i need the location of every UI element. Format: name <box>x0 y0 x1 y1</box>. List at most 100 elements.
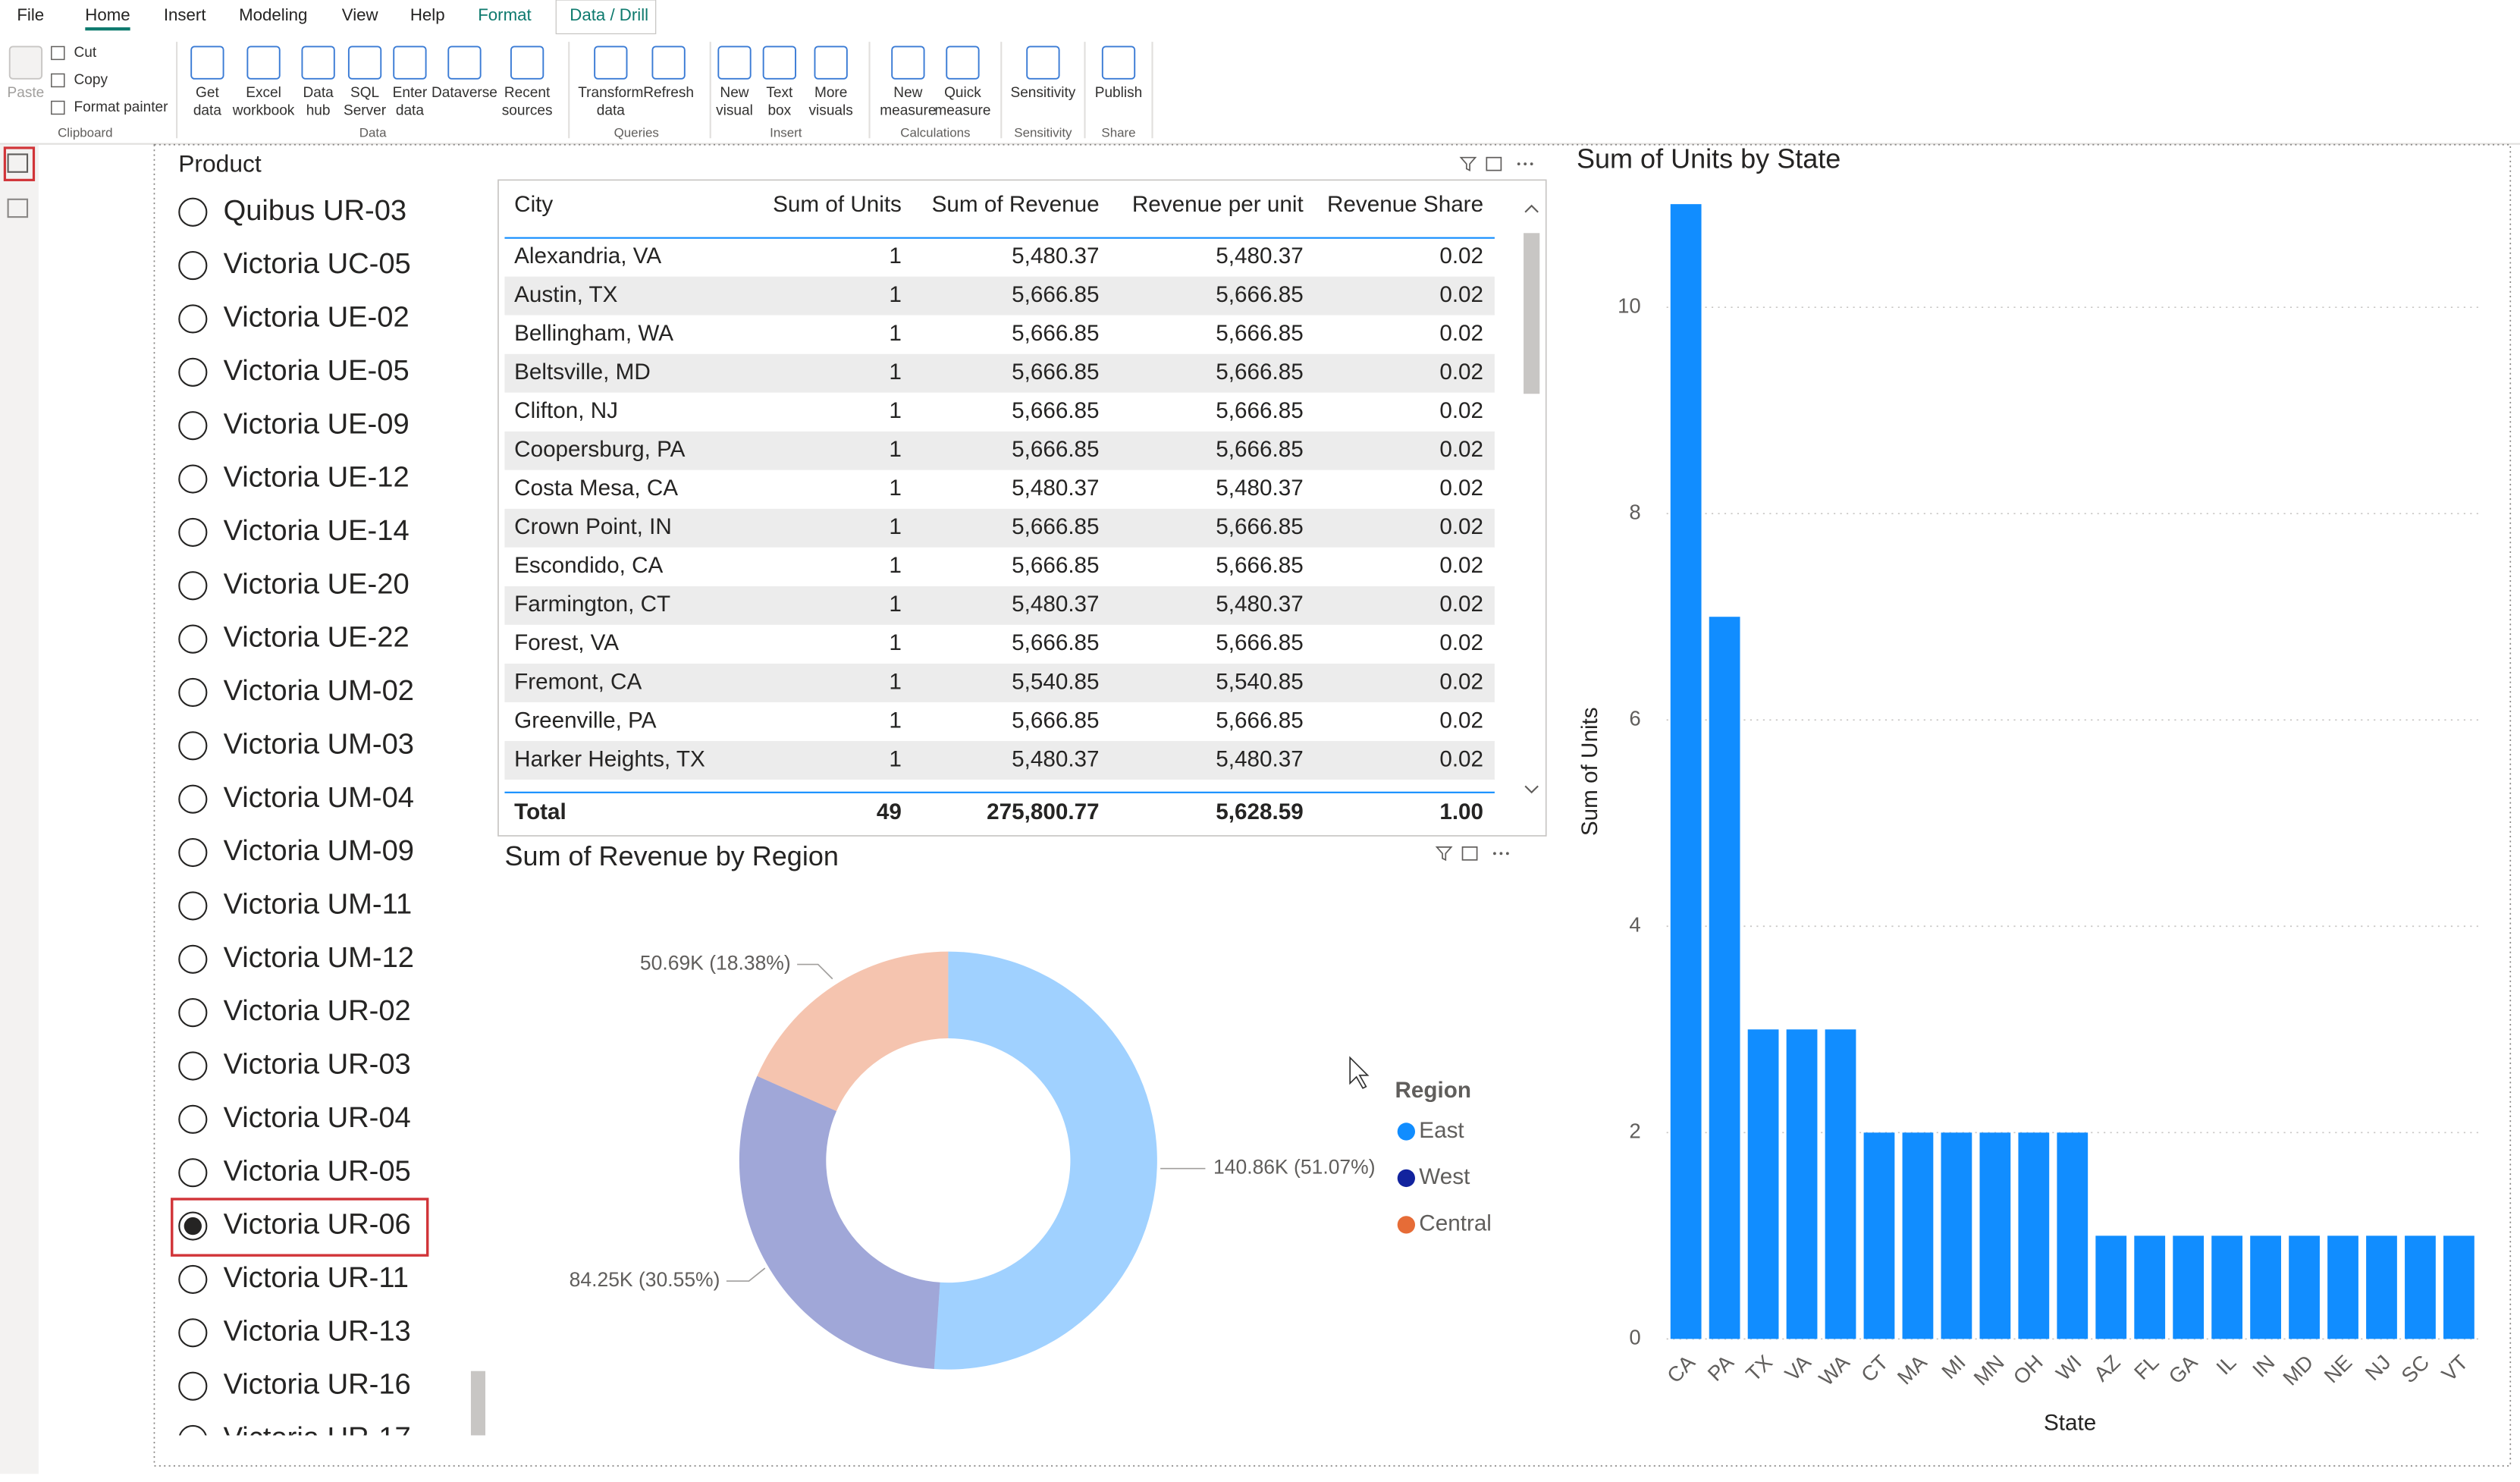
ribbon-button[interactable]: Excel <box>246 85 281 101</box>
ribbon-button[interactable]: New <box>720 85 748 101</box>
more-options-dot[interactable] <box>1505 852 1509 856</box>
more-options-dot[interactable] <box>1530 162 1533 166</box>
ribbon-button[interactable]: workbook <box>232 102 295 118</box>
ribbon-tab[interactable]: Format <box>478 5 532 24</box>
slicer-item[interactable]: Victoria UC-05 <box>224 247 411 280</box>
ribbon-button[interactable]: data <box>396 102 424 118</box>
slicer-item[interactable]: Victoria UM-09 <box>224 834 414 867</box>
ribbon-button[interactable]: Sensitivity <box>1010 85 1075 101</box>
donut-slice[interactable] <box>757 951 949 1112</box>
slicer-item[interactable]: Victoria UM-03 <box>224 727 414 760</box>
bar[interactable] <box>2366 1236 2397 1339</box>
radio-button[interactable] <box>178 304 208 334</box>
bar[interactable] <box>1747 1029 1779 1339</box>
radio-button[interactable] <box>178 891 208 921</box>
ribbon-button[interactable]: sources <box>502 102 553 118</box>
radio-button[interactable] <box>178 1051 208 1081</box>
ribbon-tab[interactable]: Data / Drill <box>570 5 648 24</box>
ribbon-button[interactable]: Copy <box>74 72 108 88</box>
legend-entry[interactable]: East <box>1419 1118 1464 1143</box>
bar[interactable] <box>1979 1132 2011 1339</box>
slicer-item[interactable]: Victoria UE-20 <box>224 567 410 600</box>
ribbon-button[interactable]: Enter <box>393 85 428 101</box>
ribbon-button[interactable]: Cut <box>74 45 96 61</box>
slicer-item[interactable]: Victoria UR-04 <box>224 1101 411 1134</box>
focus-icon[interactable] <box>1486 156 1502 171</box>
slicer-item[interactable]: Victoria UR-17 <box>224 1421 411 1454</box>
ribbon-button[interactable]: More <box>814 85 847 101</box>
ribbon-button[interactable]: Server <box>344 102 387 118</box>
ribbon-tab[interactable]: Insert <box>164 5 206 24</box>
radio-button[interactable] <box>178 411 208 441</box>
bar[interactable] <box>2134 1236 2166 1339</box>
legend-entry[interactable]: Central <box>1419 1211 1492 1236</box>
scroll-down[interactable] <box>1524 785 1539 794</box>
column-header[interactable]: Revenue Share <box>1327 192 1483 217</box>
radio-button[interactable] <box>178 1264 208 1295</box>
slicer-item[interactable]: Victoria UR-05 <box>224 1154 411 1187</box>
ribbon-tab[interactable]: Help <box>410 5 445 24</box>
slicer-item[interactable]: Victoria UM-12 <box>224 941 414 974</box>
ribbon-tab[interactable]: View <box>342 5 379 24</box>
ribbon-button[interactable]: box <box>767 102 791 118</box>
ribbon-tab[interactable]: File <box>17 5 44 24</box>
slicer-item[interactable]: Victoria UR-06 <box>224 1208 411 1241</box>
ribbon-button[interactable]: hub <box>306 102 331 118</box>
radio-button[interactable] <box>178 571 208 601</box>
bar[interactable] <box>2018 1132 2050 1339</box>
report-view-icon[interactable] <box>7 153 29 173</box>
bar[interactable] <box>2211 1236 2243 1339</box>
bar[interactable] <box>1902 1132 1934 1339</box>
radio-button[interactable] <box>179 1424 207 1453</box>
scroll-up[interactable] <box>1524 204 1539 213</box>
more-options-dot[interactable] <box>1517 162 1520 166</box>
slicer-scrollbar[interactable] <box>470 1371 486 1436</box>
slicer-item[interactable]: Victoria UR-13 <box>224 1314 411 1347</box>
slicer-item[interactable]: Victoria UE-05 <box>224 354 410 387</box>
slicer-item[interactable]: Victoria UR-02 <box>224 994 411 1027</box>
ribbon-button[interactable]: Transform <box>578 85 643 101</box>
radio-button[interactable] <box>178 1104 208 1134</box>
bar[interactable] <box>1941 1132 1972 1339</box>
more-options-dot[interactable] <box>1524 162 1527 166</box>
radio-button[interactable] <box>178 837 208 868</box>
ribbon-button[interactable]: Format painter <box>74 99 168 115</box>
bar[interactable] <box>2057 1132 2088 1339</box>
slicer-item[interactable]: Victoria UE-14 <box>224 514 410 547</box>
ribbon-button[interactable]: visual <box>716 102 753 118</box>
radio-button[interactable] <box>178 998 208 1028</box>
bar[interactable] <box>1670 204 1702 1339</box>
bar[interactable] <box>1709 617 1740 1339</box>
slicer-item[interactable]: Victoria UE-22 <box>224 621 410 654</box>
ribbon-button[interactable]: Text <box>766 85 793 101</box>
more-options-dot[interactable] <box>1493 852 1496 856</box>
column-header[interactable]: Sum of Revenue <box>932 192 1100 217</box>
radio-button[interactable] <box>178 357 208 387</box>
ribbon-button[interactable]: measure <box>880 102 936 118</box>
ribbon-button[interactable]: Dataverse <box>432 85 497 101</box>
ribbon-button[interactable]: New <box>893 85 922 101</box>
bar[interactable] <box>2289 1236 2320 1339</box>
ribbon-tab[interactable]: Home <box>85 5 130 24</box>
column-header[interactable]: Sum of Units <box>773 192 902 217</box>
donut-slice[interactable] <box>934 951 1157 1370</box>
radio-button[interactable] <box>178 731 208 761</box>
table-scrollbar[interactable] <box>1524 233 1540 394</box>
ribbon-button[interactable]: Refresh <box>643 85 694 101</box>
ribbon-button[interactable]: data <box>597 102 625 118</box>
donut-slice[interactable] <box>739 1075 940 1369</box>
ribbon-button[interactable]: SQL <box>350 85 379 101</box>
radio-button[interactable] <box>178 677 208 708</box>
ribbon-button[interactable]: data <box>193 102 221 118</box>
radio-button[interactable] <box>178 784 208 814</box>
bar[interactable] <box>2173 1236 2205 1339</box>
bar[interactable] <box>2095 1236 2127 1339</box>
ribbon-button[interactable]: Quick <box>944 85 981 101</box>
slicer-item[interactable]: Victoria UR-11 <box>224 1261 409 1294</box>
radio-button[interactable] <box>178 1371 208 1401</box>
slicer-item[interactable]: Victoria UR-03 <box>224 1048 411 1081</box>
ribbon-button[interactable]: Get <box>196 85 219 101</box>
radio-button[interactable] <box>178 1158 208 1188</box>
slicer-item[interactable]: Victoria UM-02 <box>224 674 414 707</box>
radio-button[interactable] <box>178 624 208 654</box>
